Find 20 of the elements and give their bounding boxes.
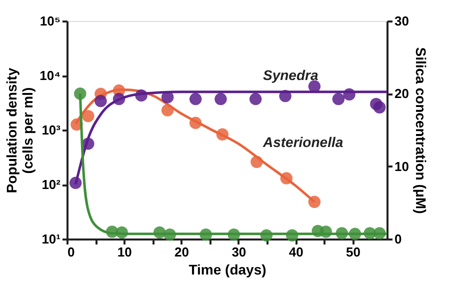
y2-tick-label: 30 bbox=[394, 14, 409, 28]
y-tick-label: 10² bbox=[42, 177, 62, 192]
y-tick-label: 10¹ bbox=[42, 232, 60, 246]
series-label: Synedra bbox=[263, 66, 318, 83]
x-axis-title: Time (days) bbox=[188, 262, 266, 278]
x-tick-label: 30 bbox=[232, 244, 246, 260]
y2-tick-label: 0 bbox=[394, 232, 402, 246]
x-tick-label: 20 bbox=[174, 244, 190, 260]
y2-tick-label: 10 bbox=[394, 158, 409, 174]
x-tick-label: 10 bbox=[117, 244, 132, 260]
y2-tick-label: 20 bbox=[394, 86, 409, 102]
x-tick-label: 40 bbox=[288, 244, 304, 260]
x-tick-label: 50 bbox=[346, 244, 360, 260]
y-tick-label: 10⁵ bbox=[40, 14, 60, 28]
series-label: Asterionella bbox=[262, 134, 344, 150]
x-tick-label: 0 bbox=[68, 244, 75, 260]
y-tick-label: 10⁴ bbox=[40, 68, 60, 83]
y2-axis-title: Silica concentration (μM) bbox=[412, 47, 429, 214]
y-tick-label: 10³ bbox=[42, 122, 62, 138]
y-axis-title: Population density (cells per ml) bbox=[4, 68, 36, 194]
